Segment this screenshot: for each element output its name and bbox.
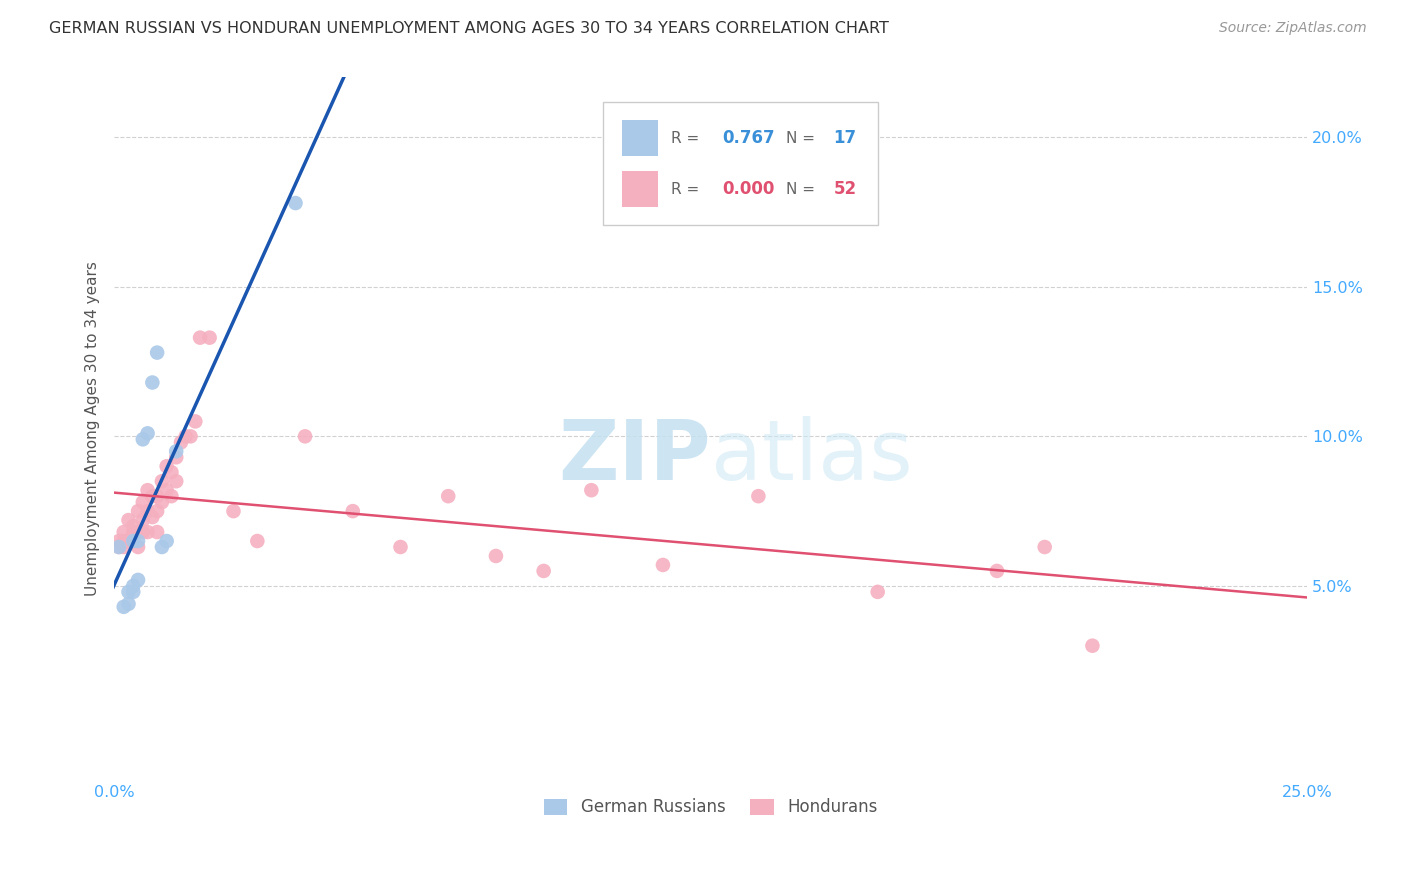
Point bbox=[112, 534, 135, 549]
Point bbox=[146, 345, 169, 359]
Point bbox=[132, 513, 155, 527]
Point bbox=[485, 549, 508, 563]
Text: Source: ZipAtlas.com: Source: ZipAtlas.com bbox=[1219, 21, 1367, 35]
Point bbox=[652, 558, 675, 572]
Point bbox=[986, 564, 1008, 578]
Point bbox=[1033, 540, 1056, 554]
Point bbox=[866, 585, 889, 599]
Point bbox=[174, 429, 197, 443]
Point bbox=[160, 465, 183, 479]
Point bbox=[284, 196, 307, 211]
Point bbox=[342, 504, 364, 518]
Point bbox=[108, 540, 131, 554]
Point bbox=[533, 564, 555, 578]
Point bbox=[222, 504, 245, 518]
Point bbox=[136, 483, 159, 498]
Point bbox=[165, 450, 187, 465]
Point bbox=[246, 534, 269, 549]
Point bbox=[132, 495, 155, 509]
Point bbox=[141, 489, 163, 503]
Point bbox=[150, 495, 173, 509]
Point bbox=[112, 524, 135, 539]
Point bbox=[117, 597, 139, 611]
Point bbox=[136, 524, 159, 539]
Point bbox=[1081, 639, 1104, 653]
Point bbox=[122, 519, 145, 533]
Point bbox=[117, 534, 139, 549]
Point bbox=[108, 534, 131, 549]
Point bbox=[127, 524, 149, 539]
Point bbox=[150, 540, 173, 554]
Point bbox=[127, 534, 149, 549]
Point bbox=[146, 489, 169, 503]
Text: 52: 52 bbox=[834, 180, 856, 198]
Text: GERMAN RUSSIAN VS HONDURAN UNEMPLOYMENT AMONG AGES 30 TO 34 YEARS CORRELATION CH: GERMAN RUSSIAN VS HONDURAN UNEMPLOYMENT … bbox=[49, 21, 889, 36]
Point bbox=[136, 504, 159, 518]
Text: 17: 17 bbox=[834, 129, 856, 147]
Point bbox=[127, 540, 149, 554]
Point bbox=[165, 444, 187, 458]
Legend: German Russians, Hondurans: German Russians, Hondurans bbox=[536, 790, 886, 825]
Point bbox=[141, 376, 163, 390]
Text: R =: R = bbox=[671, 130, 700, 145]
Point bbox=[188, 331, 211, 345]
Point bbox=[127, 504, 149, 518]
Point bbox=[180, 429, 202, 443]
FancyBboxPatch shape bbox=[603, 102, 877, 225]
Point bbox=[141, 510, 163, 524]
Point bbox=[184, 414, 207, 428]
Point bbox=[117, 585, 139, 599]
Point bbox=[136, 426, 159, 441]
Point bbox=[122, 534, 145, 549]
Point bbox=[170, 435, 193, 450]
Point bbox=[117, 513, 139, 527]
Point bbox=[108, 540, 131, 554]
Point bbox=[127, 573, 149, 587]
Text: 0.767: 0.767 bbox=[723, 129, 775, 147]
Y-axis label: Unemployment Among Ages 30 to 34 years: Unemployment Among Ages 30 to 34 years bbox=[86, 261, 100, 597]
Point bbox=[132, 433, 155, 447]
Point bbox=[389, 540, 412, 554]
Point bbox=[112, 599, 135, 614]
Point bbox=[132, 524, 155, 539]
Point bbox=[747, 489, 769, 503]
Point bbox=[146, 524, 169, 539]
Point bbox=[165, 474, 187, 488]
Text: N =: N = bbox=[786, 130, 815, 145]
Point bbox=[146, 504, 169, 518]
Point bbox=[437, 489, 460, 503]
Point bbox=[160, 489, 183, 503]
Point bbox=[122, 585, 145, 599]
Point bbox=[150, 474, 173, 488]
Text: atlas: atlas bbox=[710, 417, 912, 498]
Point bbox=[294, 429, 316, 443]
Point bbox=[156, 534, 179, 549]
Text: 0.000: 0.000 bbox=[723, 180, 775, 198]
Point bbox=[112, 540, 135, 554]
Text: N =: N = bbox=[786, 182, 815, 196]
Point bbox=[156, 483, 179, 498]
Point bbox=[198, 331, 221, 345]
Point bbox=[581, 483, 603, 498]
Text: R =: R = bbox=[671, 182, 700, 196]
Point bbox=[156, 459, 179, 474]
Text: ZIP: ZIP bbox=[558, 417, 710, 498]
Point bbox=[122, 524, 145, 539]
FancyBboxPatch shape bbox=[623, 120, 658, 156]
Point bbox=[122, 579, 145, 593]
FancyBboxPatch shape bbox=[623, 170, 658, 207]
